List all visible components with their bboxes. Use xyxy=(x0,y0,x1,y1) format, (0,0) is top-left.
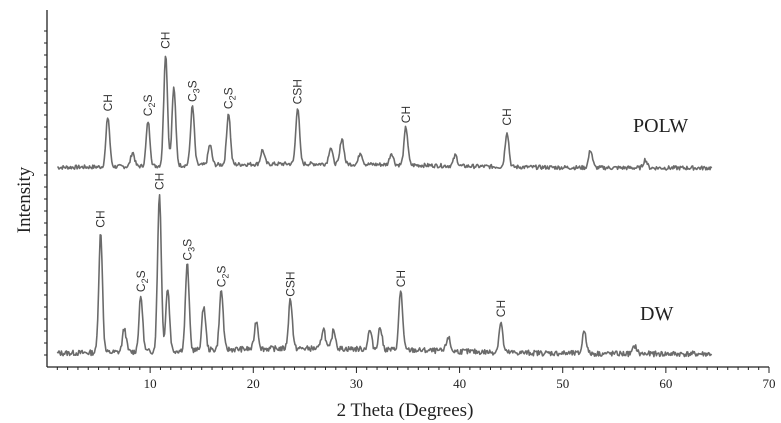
x-axis-label: 2 Theta (Degrees) xyxy=(337,400,474,421)
peak-label: CH xyxy=(159,32,173,49)
y-axis-label: Intensity xyxy=(14,166,35,233)
peak-label: C2S xyxy=(134,270,150,292)
peak-label: CH xyxy=(152,173,166,190)
x-tick-label: 40 xyxy=(453,376,466,391)
series-line-dw xyxy=(56,194,713,358)
series-label-polw: POLW xyxy=(633,115,688,137)
peak-label: C2S xyxy=(214,266,230,288)
peak-label: C3S xyxy=(180,239,196,261)
peak-label: CH xyxy=(94,210,108,227)
peak-label: CSH xyxy=(283,271,297,296)
x-tick-label: 20 xyxy=(247,376,260,391)
x-tick-label: 30 xyxy=(350,376,363,391)
peak-label-layer: CH C2S CH C3S C2S CSH CH CH CH C2S CH C3S C2S CSH CH CH xyxy=(94,32,514,318)
peak-label: CH xyxy=(101,94,115,111)
peak-label: C3S xyxy=(185,80,201,102)
peak-label: CH xyxy=(394,270,408,287)
peak-label: C2S xyxy=(141,94,157,116)
series-line-polw xyxy=(57,55,713,171)
peak-label: C2S xyxy=(222,87,238,109)
x-tick-label: 70 xyxy=(763,376,776,391)
peak-label: CH xyxy=(494,300,508,317)
peak-label: CH xyxy=(500,108,514,125)
x-tick-label: 10 xyxy=(144,376,157,391)
peak-label: CH xyxy=(399,106,413,123)
x-tick-label: 50 xyxy=(556,376,569,391)
peak-label: CSH xyxy=(291,79,305,104)
axes: 10 20 30 40 50 60 70 xyxy=(44,10,776,391)
series-layer xyxy=(56,55,713,358)
x-tick-label: 60 xyxy=(659,376,672,391)
series-label-dw: DW xyxy=(640,303,673,325)
